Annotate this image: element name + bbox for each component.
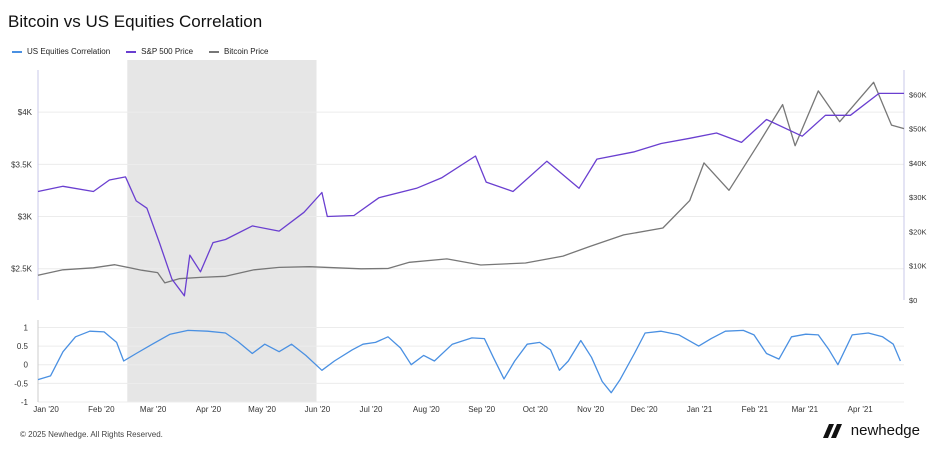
x-axis-tick-label: Jan '21 bbox=[687, 405, 713, 414]
legend-swatch-bitcoin bbox=[209, 50, 220, 53]
x-axis-tick-label: Dec '20 bbox=[631, 405, 658, 414]
left-axis-tick-label: $3.5K bbox=[11, 160, 33, 169]
copyright-footer: © 2025 Newhedge. All Rights Reserved. bbox=[20, 430, 163, 439]
lower-axis-tick-label: 1 bbox=[24, 323, 29, 332]
legend-label-bitcoin: Bitcoin Price bbox=[224, 47, 269, 56]
x-axis-tick-label: Nov '20 bbox=[577, 405, 604, 414]
series-line-sp500 bbox=[37, 92, 904, 297]
x-axis-tick-label: Apr '20 bbox=[196, 405, 222, 414]
right-axis-tick-label: $10K bbox=[909, 262, 927, 271]
series-line-bitcoin bbox=[37, 81, 905, 284]
highlight-band bbox=[127, 60, 317, 402]
series-line-correlation bbox=[37, 329, 901, 394]
right-axis-tick-label: $60K bbox=[909, 90, 927, 99]
lower-axis-tick-label: -1 bbox=[21, 398, 29, 407]
x-axis-tick-label: Feb '21 bbox=[742, 405, 769, 414]
legend-item-sp500[interactable]: S&P 500 Price bbox=[126, 47, 193, 56]
left-axis-tick-label: $3K bbox=[18, 213, 33, 222]
legend-item-correlation[interactable]: US Equities Correlation bbox=[12, 47, 110, 56]
lower-axis-tick-label: 0.5 bbox=[17, 342, 29, 351]
brand-name: newhedge bbox=[850, 422, 920, 439]
lower-axis-tick-label: 0 bbox=[24, 361, 29, 370]
right-axis-tick-label: $30K bbox=[909, 193, 927, 202]
lower-axis-tick-label: -0.5 bbox=[14, 379, 28, 388]
x-axis-tick-label: Sep '20 bbox=[468, 405, 495, 414]
left-axis-tick-label: $4K bbox=[18, 108, 33, 117]
x-axis-tick-label: Jul '20 bbox=[360, 405, 383, 414]
x-axis-tick-label: Oct '20 bbox=[523, 405, 549, 414]
brand-logo[interactable]: newhedge bbox=[822, 422, 920, 439]
right-axis-tick-label: $20K bbox=[909, 227, 927, 236]
x-axis-tick-label: Aug '20 bbox=[413, 405, 440, 414]
x-axis-tick-label: Mar '20 bbox=[140, 405, 167, 414]
legend-swatch-correlation bbox=[12, 50, 22, 53]
left-axis-tick-label: $2.5K bbox=[11, 265, 33, 274]
right-axis-tick-label: $40K bbox=[909, 159, 927, 168]
x-axis-tick-label: Jan '20 bbox=[33, 405, 59, 414]
x-axis-tick-label: Feb '20 bbox=[88, 405, 115, 414]
legend-label-sp500: S&P 500 Price bbox=[141, 47, 194, 56]
legend-item-bitcoin[interactable]: Bitcoin Price bbox=[209, 47, 269, 56]
chart-title: Bitcoin vs US Equities Correlation bbox=[8, 12, 263, 31]
right-axis-tick-label: $0 bbox=[909, 296, 917, 305]
right-axis-tick-label: $50K bbox=[909, 125, 927, 134]
legend-swatch-sp500 bbox=[126, 50, 137, 53]
chart-legend: US Equities Correlation S&P 500 Price Bi… bbox=[12, 47, 269, 56]
x-axis-tick-label: May '20 bbox=[248, 405, 276, 414]
newhedge-logo-icon bbox=[822, 423, 842, 438]
x-axis-tick-label: Jun '20 bbox=[305, 405, 331, 414]
x-axis-tick-label: Mar '21 bbox=[792, 405, 819, 414]
x-axis-tick-label: Apr '21 bbox=[848, 405, 874, 414]
legend-label-correlation: US Equities Correlation bbox=[27, 47, 111, 56]
